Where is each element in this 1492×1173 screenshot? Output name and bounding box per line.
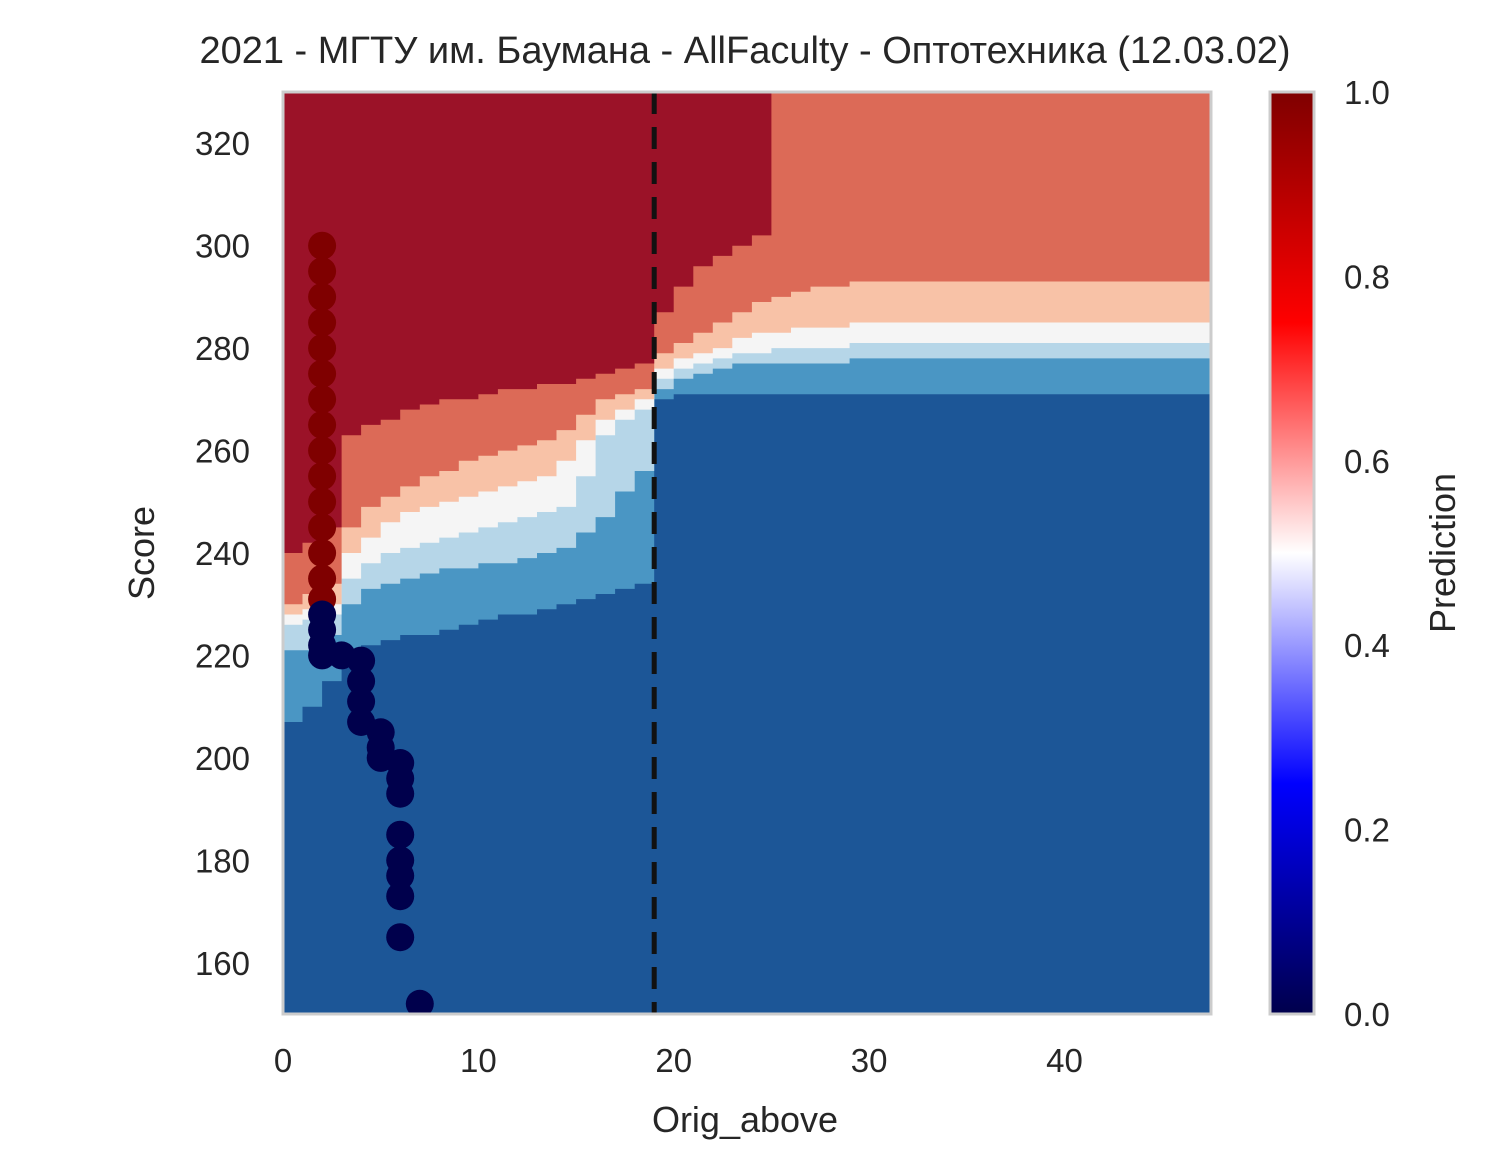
y-tick-label: 200: [195, 740, 250, 777]
scatter-point: [308, 359, 337, 388]
scatter-point: [308, 641, 337, 670]
scatter-point: [308, 308, 337, 337]
scatter-point: [347, 687, 376, 716]
scatter-point: [308, 385, 337, 414]
plot-frame: [281, 90, 1213, 1016]
scatter-point: [308, 513, 337, 542]
x-tick-label: 40: [1046, 1042, 1083, 1079]
colorbar-label: Prediction: [1422, 473, 1463, 633]
colorbar-tick-label: 0.2: [1344, 812, 1390, 849]
colorbar-tick-label: 0.8: [1344, 258, 1390, 295]
y-axis-label: Score: [121, 506, 162, 600]
y-tick-label: 320: [195, 125, 250, 162]
scatter-point: [308, 564, 337, 593]
y-tick-label: 240: [195, 535, 250, 572]
x-tick-label: 20: [655, 1042, 692, 1079]
scatter-point: [308, 282, 337, 311]
colorbar-tick-label: 1.0: [1344, 74, 1390, 111]
colorbar: [1268, 90, 1316, 1016]
scatter-point: [386, 820, 415, 849]
colorbar-ticks: 0.0 0.2 0.4 0.6 0.8 1.0: [1344, 74, 1390, 1033]
contour-region-level-6: [283, 92, 1211, 553]
plot-area: [283, 92, 1211, 1014]
scatter-point: [347, 667, 376, 696]
scatter-point: [308, 462, 337, 491]
y-tick-label: 160: [195, 945, 250, 982]
scatter-point: [405, 989, 434, 1014]
scatter-point: [386, 861, 415, 890]
y-tick-label: 260: [195, 433, 250, 470]
y-axis-ticks: 160 180 200 220 240 260 280 300 320: [195, 125, 250, 982]
colorbar-tick-label: 0.4: [1344, 627, 1390, 664]
scatter-point: [308, 539, 337, 567]
scatter-point: [386, 779, 415, 808]
x-tick-label: 10: [460, 1042, 497, 1079]
chart-title: 2021 - МГТУ им. Баумана - AllFaculty - О…: [199, 30, 1290, 72]
x-tick-label: 30: [851, 1042, 888, 1079]
colorbar-tick-label: 0.0: [1344, 996, 1390, 1033]
scatter-point: [308, 436, 337, 465]
x-tick-label: 0: [274, 1042, 292, 1079]
y-tick-label: 280: [195, 330, 250, 367]
scatter-point: [347, 646, 376, 675]
scatter-point: [308, 334, 337, 363]
scatter-point: [308, 257, 337, 286]
x-axis-ticks: 0 10 20 30 40: [274, 1042, 1083, 1079]
y-tick-label: 220: [195, 637, 250, 674]
colorbar-tick-label: 0.6: [1344, 443, 1390, 480]
scatter-point: [386, 923, 415, 952]
scatter-point: [386, 882, 415, 911]
scatter-point: [308, 487, 337, 516]
y-tick-label: 180: [195, 842, 250, 879]
y-tick-label: 300: [195, 228, 250, 265]
x-axis-label: Orig_above: [652, 1099, 838, 1140]
scatter-point: [308, 231, 337, 260]
scatter-point: [308, 410, 337, 439]
